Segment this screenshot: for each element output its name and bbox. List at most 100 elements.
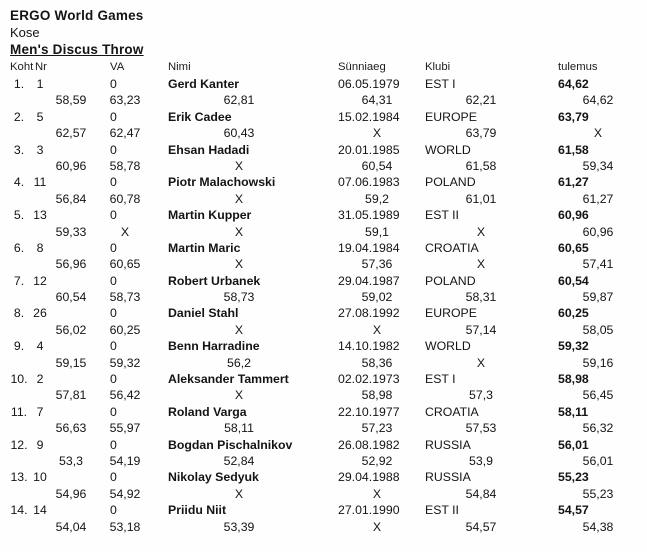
attempt-4-cell: X — [372, 486, 382, 501]
result-row-main: 7. 12 0 Robert Urbanek 29.04.1987 POLAND… — [0, 274, 647, 290]
va-cell: 0 — [110, 208, 117, 223]
birthdate-cell: 26.08.1982 — [338, 437, 400, 452]
birthdate-cell: 06.05.1979 — [338, 77, 400, 91]
attempt-4-cell: 59,2 — [365, 191, 389, 206]
attempt-4-cell: 57,23 — [361, 421, 393, 436]
attempt-6-cell: X — [593, 126, 603, 141]
club-cell: EST I — [425, 372, 456, 387]
attempt-6-cell: 60,96 — [582, 224, 614, 239]
result-row-main: 11. 7 0 Roland Varga 22.10.1977 CROATIA … — [0, 405, 647, 421]
attempt-5-cell: X — [476, 257, 486, 272]
attempt-5-cell: 57,3 — [469, 388, 493, 403]
result-row-main: 14. 14 0 Priidu Niit 27.01.1990 EST II 5… — [0, 503, 647, 519]
attempt-2-cell: 60,25 — [109, 322, 141, 337]
athlete-name-cell: Benn Harradine — [168, 339, 260, 354]
best-result-cell: 55,23 — [558, 470, 589, 485]
attempt-1-cell: 59,15 — [55, 355, 87, 370]
best-result-cell: 60,96 — [558, 208, 589, 223]
best-result-cell: 61,58 — [558, 142, 589, 157]
attempt-4-cell: 57,36 — [361, 257, 393, 272]
result-row-attempts: 54,04 53,18 53,39 X 54,57 54,38 — [0, 520, 647, 536]
attempt-4-cell: 59,1 — [365, 224, 389, 239]
best-result-cell: 60,65 — [558, 240, 589, 255]
attempt-5-cell: 62,21 — [465, 93, 497, 108]
attempt-1-cell: 60,96 — [55, 158, 87, 173]
va-cell: 0 — [110, 339, 117, 354]
column-header-row: Koht Nr VA Nimi Sünniaeg Klubi tulemus — [0, 61, 647, 77]
attempt-3-cell: X — [234, 388, 244, 403]
attempt-6-cell: 57,41 — [582, 257, 614, 272]
attempt-2-cell: 62,47 — [109, 126, 141, 141]
column-header-bib: Nr — [35, 61, 47, 73]
result-row-attempts: 60,54 58,73 58,73 59,02 58,31 59,87 — [0, 290, 647, 306]
attempt-4-cell: 64,31 — [361, 93, 393, 108]
attempt-3-cell: 52,84 — [223, 453, 255, 468]
birthdate-cell: 29.04.1988 — [338, 470, 400, 485]
attempt-4-cell: 59,02 — [361, 290, 393, 305]
attempt-3-cell: 60,43 — [223, 126, 255, 141]
attempt-5-cell: 61,58 — [465, 158, 497, 173]
bib-number-cell: 14 — [33, 503, 47, 518]
club-cell: EUROPE — [425, 109, 477, 124]
attempt-6-cell: 56,45 — [582, 388, 614, 403]
column-header-result: tulemus — [558, 61, 598, 73]
attempt-3-cell: X — [234, 322, 244, 337]
result-row-main: 2. 5 0 Erik Cadee 15.02.1984 EUROPE 63,7… — [0, 110, 647, 126]
result-row-attempts: 59,33 X X 59,1 X 60,96 — [0, 225, 647, 241]
result-row-attempts: 58,59 63,23 62,81 64,31 62,21 64,62 — [0, 93, 647, 109]
attempt-5-cell: X — [476, 355, 486, 370]
attempt-4-cell: 58,36 — [361, 355, 393, 370]
best-result-cell: 63,79 — [558, 109, 589, 124]
birthdate-cell: 19.04.1984 — [338, 240, 400, 255]
club-cell: CROATIA — [425, 240, 479, 255]
attempt-2-cell: 58,78 — [109, 158, 141, 173]
rank-cell: 5. — [13, 208, 25, 223]
va-cell: 0 — [110, 503, 117, 518]
attempt-6-cell: 59,87 — [582, 290, 614, 305]
club-cell: RUSSIA — [425, 470, 471, 485]
column-header-birthdate: Sünniaeg — [338, 61, 386, 73]
section-title: Men's Discus Throw — [10, 42, 144, 57]
attempt-2-cell: 55,97 — [109, 421, 141, 436]
attempt-4-cell: 60,54 — [361, 158, 393, 173]
va-cell: 0 — [110, 404, 117, 419]
attempt-4-cell: 58,98 — [361, 388, 393, 403]
bib-number-cell: 9 — [36, 437, 44, 452]
athlete-name-cell: Roland Varga — [168, 404, 247, 419]
bib-number-cell: 12 — [33, 273, 47, 288]
birthdate-cell: 20.01.1985 — [338, 142, 400, 157]
club-cell: RUSSIA — [425, 437, 471, 452]
athlete-name-cell: Daniel Stahl — [168, 306, 239, 321]
club-cell: EST I — [425, 77, 456, 91]
result-row-main: 1. 1 0 Gerd Kanter 06.05.1979 EST I 64,6… — [0, 77, 647, 93]
attempt-5-cell: 58,31 — [465, 290, 497, 305]
attempt-2-cell: 58,73 — [109, 290, 141, 305]
column-header-club: Klubi — [425, 61, 451, 73]
bib-number-cell: 4 — [36, 339, 44, 354]
attempt-3-cell: X — [234, 257, 244, 272]
attempt-1-cell: 56,96 — [55, 257, 87, 272]
result-row-main: 5. 13 0 Martin Kupper 31.05.1989 EST II … — [0, 208, 647, 224]
va-cell: 0 — [110, 77, 117, 91]
attempt-5-cell: 63,79 — [465, 126, 497, 141]
result-row-attempts: 62,57 62,47 60,43 X 63,79 X — [0, 126, 647, 142]
attempt-2-cell: 63,23 — [109, 93, 141, 108]
bib-number-cell: 10 — [33, 470, 47, 485]
column-header-va: VA — [110, 61, 125, 73]
attempt-3-cell: 53,39 — [223, 519, 255, 534]
rank-cell: 3. — [13, 142, 25, 157]
result-row-main: 10. 2 0 Aleksander Tammert 02.02.1973 ES… — [0, 372, 647, 388]
attempt-5-cell: 54,84 — [465, 486, 497, 501]
club-cell: WORLD — [425, 142, 471, 157]
result-row-attempts: 59,15 59,32 56,2 58,36 X 59,16 — [0, 356, 647, 372]
bib-number-cell: 2 — [36, 372, 44, 387]
athlete-name-cell: Martin Maric — [168, 240, 241, 255]
bib-number-cell: 13 — [33, 208, 47, 223]
best-result-cell: 60,25 — [558, 306, 589, 321]
va-cell: 0 — [110, 306, 117, 321]
bib-number-cell: 7 — [36, 404, 44, 419]
attempt-2-cell: 59,32 — [109, 355, 141, 370]
bib-number-cell: 5 — [36, 109, 44, 124]
attempt-4-cell: 52,92 — [361, 453, 393, 468]
athlete-name-cell: Gerd Kanter — [168, 77, 240, 91]
